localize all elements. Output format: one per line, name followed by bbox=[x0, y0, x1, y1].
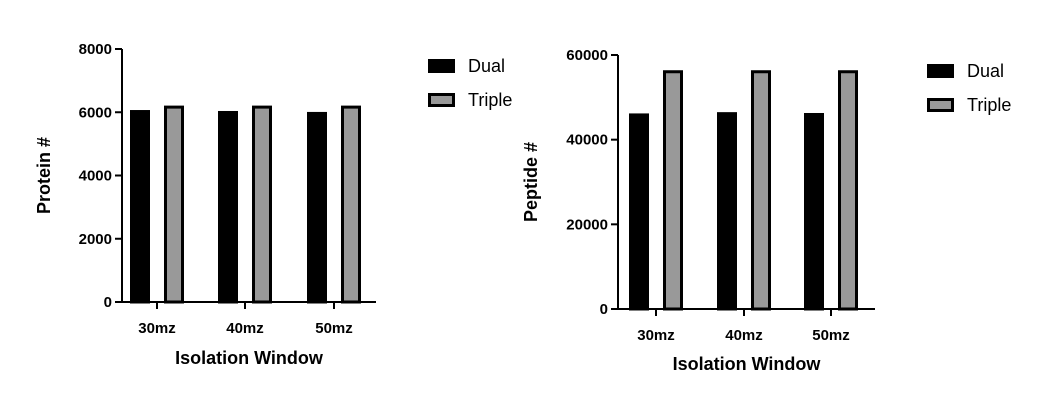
x-tick-label-30mz: 30mz bbox=[637, 327, 675, 344]
bar-dual-30mz bbox=[629, 113, 649, 311]
y-tick-label: 8000 bbox=[79, 41, 112, 58]
legend-swatch-triple bbox=[927, 98, 954, 112]
y-tick-label: 6000 bbox=[79, 104, 112, 121]
bar-triple-40mz bbox=[751, 70, 771, 311]
protein-chart: 0 2000 4000 6000 8000 30mz 40mz 50mz Isolation W… bbox=[34, 41, 512, 368]
bar-dual-30mz bbox=[130, 110, 150, 304]
legend-swatch-dual bbox=[428, 59, 455, 73]
x-tick-label-40mz: 40mz bbox=[226, 320, 264, 337]
bar-dual-50mz bbox=[804, 112, 824, 311]
bar-triple-30mz bbox=[663, 70, 683, 311]
x-axis-title: Isolation Window bbox=[175, 348, 324, 368]
y-tick-label: 0 bbox=[104, 294, 112, 311]
bar-triple-40mz bbox=[252, 105, 272, 304]
bar-dual-40mz bbox=[717, 112, 737, 311]
bar-dual-50mz bbox=[307, 111, 327, 304]
x-tick-label-30mz: 30mz bbox=[138, 320, 176, 337]
bar-triple-50mz bbox=[838, 70, 858, 311]
x-tick-label-50mz: 50mz bbox=[812, 327, 850, 344]
peptide-chart: 0 20000 40000 60000 30mz 40mz 50mz Isolation Wi… bbox=[521, 47, 1011, 374]
bar-triple-50mz bbox=[341, 105, 361, 304]
legend-label-dual: Dual bbox=[967, 61, 1004, 81]
y-tick-label: 2000 bbox=[79, 231, 112, 248]
x-axis-title: Isolation Window bbox=[673, 354, 822, 374]
x-tick-label-40mz: 40mz bbox=[725, 327, 763, 344]
legend-label-triple: Triple bbox=[468, 90, 512, 110]
bar-triple-30mz bbox=[164, 105, 184, 304]
x-tick-label-50mz: 50mz bbox=[315, 320, 353, 337]
y-tick-label: 0 bbox=[600, 301, 608, 318]
y-tick-label: 4000 bbox=[79, 168, 112, 185]
y-tick-label: 60000 bbox=[566, 47, 608, 64]
legend-swatch-triple bbox=[428, 93, 455, 107]
legend-label-triple: Triple bbox=[967, 95, 1011, 115]
bar-dual-40mz bbox=[218, 110, 238, 304]
y-tick-label: 40000 bbox=[566, 132, 608, 149]
y-axis-title: Peptide # bbox=[521, 142, 541, 222]
legend-label-dual: Dual bbox=[468, 56, 505, 76]
legend-swatch-dual bbox=[927, 64, 954, 78]
y-axis-title: Protein # bbox=[34, 137, 54, 214]
y-tick-label: 20000 bbox=[566, 216, 608, 233]
